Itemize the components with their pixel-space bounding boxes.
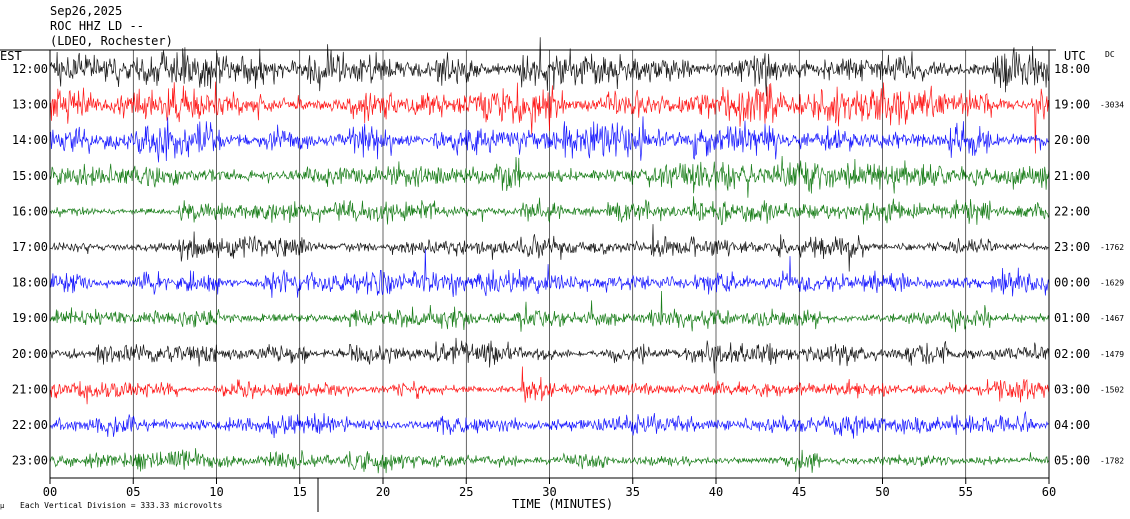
row-label-est: 13:00 bbox=[12, 98, 48, 112]
trace-line bbox=[49, 116, 1050, 163]
row-labels: 12:00 18:00 13:00 19:00 -3034 14:00 20:00 15:00… bbox=[12, 62, 1124, 468]
row-label-est: 20:00 bbox=[12, 347, 48, 361]
x-tick-label-20: 20 bbox=[376, 485, 390, 499]
dc-label: DC bbox=[1105, 50, 1115, 59]
x-tick-label-10: 10 bbox=[209, 485, 223, 499]
row-dc-offset: -1629 bbox=[1100, 279, 1124, 288]
trace-line bbox=[49, 448, 1050, 474]
network-label: (LDEO, Rochester) bbox=[50, 34, 173, 48]
row-label-est: 19:00 bbox=[12, 311, 48, 325]
trace-layer bbox=[49, 37, 1050, 474]
row-label-utc: 19:00 bbox=[1054, 98, 1090, 112]
x-ticks: 00 05 10 15 20 25 30 35 40 45 50 55 60 bbox=[43, 478, 1056, 499]
row-dc-offset: -1479 bbox=[1100, 350, 1124, 359]
row-label-est: 21:00 bbox=[12, 382, 48, 396]
x-tick-label-40: 40 bbox=[709, 485, 723, 499]
row-dc-offset: -1502 bbox=[1100, 385, 1124, 394]
row-label-utc: 05:00 bbox=[1054, 454, 1090, 468]
trace-line bbox=[49, 411, 1050, 439]
row-label-utc: 00:00 bbox=[1054, 276, 1090, 290]
x-axis-title: TIME (MINUTES) bbox=[512, 497, 613, 511]
row-label-utc: 01:00 bbox=[1054, 311, 1090, 325]
x-tick-label-00: 00 bbox=[43, 485, 57, 499]
trace-line bbox=[49, 337, 1050, 374]
row-label-utc: 18:00 bbox=[1054, 62, 1090, 76]
x-tick-label-35: 35 bbox=[626, 485, 640, 499]
row-label-utc: 23:00 bbox=[1054, 240, 1090, 254]
date-label: Sep26,2025 bbox=[50, 4, 122, 18]
row-label-est: 22:00 bbox=[12, 418, 48, 432]
trace-line bbox=[49, 81, 1050, 154]
trace-line bbox=[49, 155, 1050, 198]
scale-icon: μ bbox=[0, 502, 5, 510]
row-dc-offset: -3034 bbox=[1100, 101, 1124, 110]
row-label-est: 14:00 bbox=[12, 133, 48, 147]
row-label-utc: 04:00 bbox=[1054, 418, 1090, 432]
trace-line bbox=[49, 366, 1050, 405]
x-tick-label-45: 45 bbox=[792, 485, 806, 499]
row-dc-offset: -1782 bbox=[1100, 457, 1124, 466]
x-tick-label-25: 25 bbox=[459, 485, 473, 499]
row-label-utc: 02:00 bbox=[1054, 347, 1090, 361]
row-label-est: 16:00 bbox=[12, 204, 48, 218]
x-tick-label-55: 55 bbox=[959, 485, 973, 499]
row-label-utc: 20:00 bbox=[1054, 133, 1090, 147]
row-label-est: 15:00 bbox=[12, 169, 48, 183]
row-label-utc: 22:00 bbox=[1054, 204, 1090, 218]
trace-line bbox=[49, 224, 1050, 272]
row-label-est: 17:00 bbox=[12, 240, 48, 254]
scale-note: Each Vertical Division = 333.33 microvol… bbox=[20, 501, 222, 510]
row-label-utc: 03:00 bbox=[1054, 382, 1090, 396]
right-zone-label: UTC bbox=[1064, 49, 1086, 63]
trace-line bbox=[49, 196, 1050, 226]
trace-line bbox=[49, 290, 1050, 333]
x-tick-label-50: 50 bbox=[875, 485, 889, 499]
x-tick-label-15: 15 bbox=[293, 485, 307, 499]
left-zone-label: EST bbox=[0, 49, 22, 63]
x-tick-label-30: 30 bbox=[542, 485, 556, 499]
row-label-utc: 21:00 bbox=[1054, 169, 1090, 183]
x-tick-label-60: 60 bbox=[1042, 485, 1056, 499]
row-label-est: 23:00 bbox=[12, 454, 48, 468]
x-tick-label-05: 05 bbox=[126, 485, 140, 499]
station-label: ROC HHZ LD -- bbox=[50, 19, 144, 33]
row-label-est: 12:00 bbox=[12, 62, 48, 76]
row-dc-offset: -1762 bbox=[1100, 243, 1124, 252]
row-dc-offset: -1467 bbox=[1100, 314, 1124, 323]
trace-line bbox=[49, 248, 1050, 298]
row-label-est: 18:00 bbox=[12, 276, 48, 290]
trace-line bbox=[49, 37, 1050, 97]
